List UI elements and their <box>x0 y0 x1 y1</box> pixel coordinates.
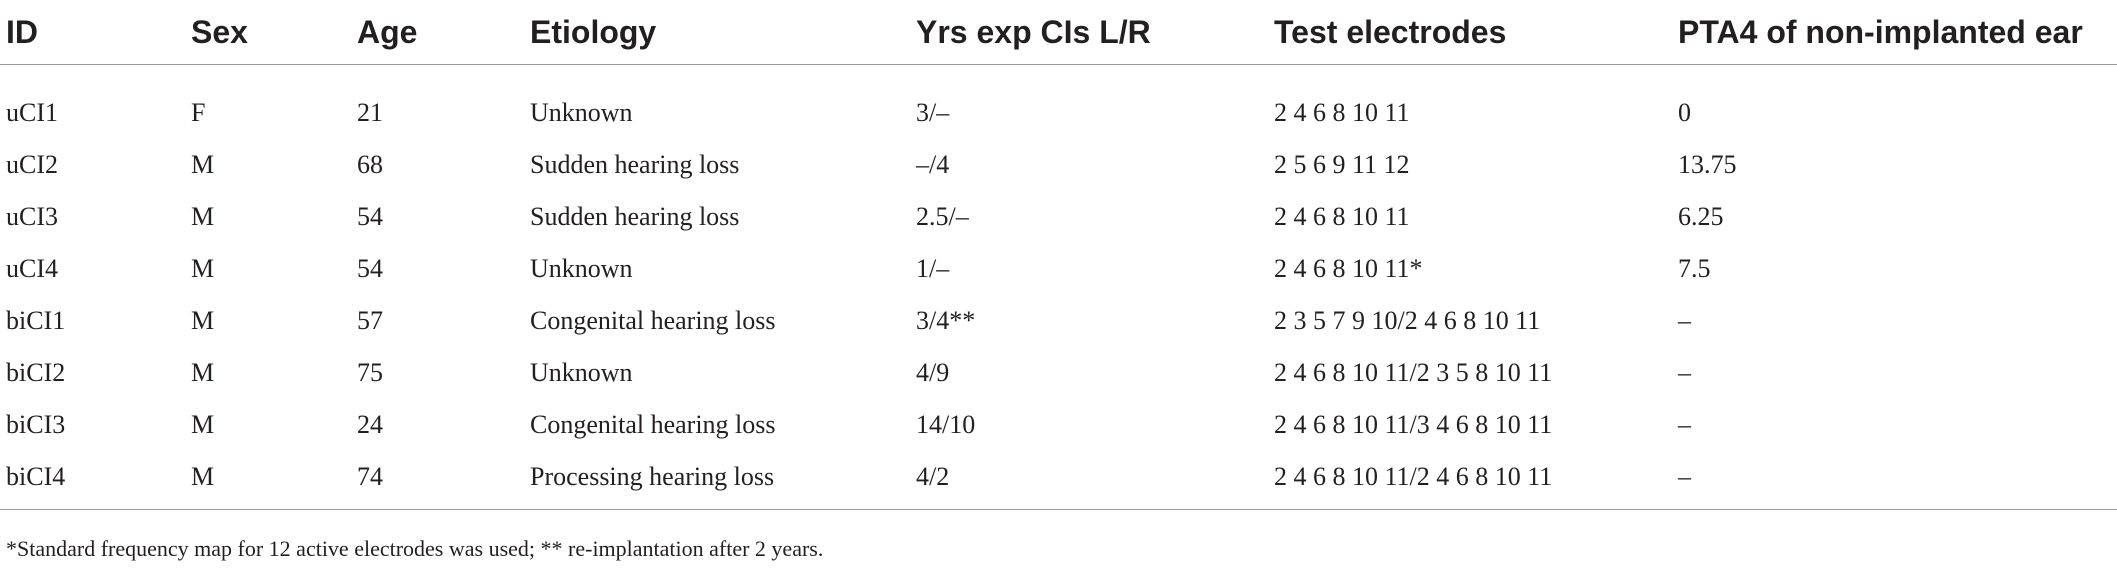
cell-id: uCI2 <box>6 150 58 179</box>
cell-age: 74 <box>357 451 530 510</box>
header-pta4: PTA4 of non-implanted ear <box>1678 0 2117 65</box>
cell-etiology: Unknown <box>530 98 633 127</box>
table-row: biCI2 M 75 Unknown 4/9 2 4 6 8 10 11/2 3… <box>0 347 2117 399</box>
cell-age: 68 <box>357 150 383 179</box>
table-row: biCI4 M 74 Processing hearing loss 4/2 2… <box>0 451 2117 510</box>
cell-years-experience: 2.5/– <box>916 202 969 231</box>
cell-test-electrodes: 2 5 6 9 11 12 <box>1274 150 1410 179</box>
cell-test-electrodes: 2 4 6 8 10 11* <box>1274 254 1423 283</box>
cell-pta4: – <box>1678 358 1691 387</box>
cell-years-experience: –/4 <box>916 150 950 179</box>
cell-sex: M <box>191 254 215 283</box>
cell-age: 54 <box>357 254 383 283</box>
cell-age: 54 <box>357 202 383 231</box>
cell-sex: M <box>191 306 215 335</box>
cell-id: uCI3 <box>6 202 58 231</box>
cell-pta4: – <box>1678 410 1691 439</box>
cell-etiology: Processing hearing loss <box>530 451 916 510</box>
cell-etiology: Unknown <box>530 358 633 387</box>
cell-sex: M <box>191 451 357 510</box>
cell-etiology: Sudden hearing loss <box>530 150 740 179</box>
cell-age: 75 <box>357 358 383 387</box>
table-row: uCI1 F 21 Unknown 3/– 2 4 6 8 10 11 0 <box>0 65 2117 140</box>
cell-test-electrodes: 2 3 5 7 9 10/2 4 6 8 10 11 <box>1274 306 1541 335</box>
table-row: uCI2 M 68 Sudden hearing loss –/4 2 5 6 … <box>0 139 2117 191</box>
cell-years-experience: 3/4** <box>916 306 976 335</box>
cell-age: 21 <box>357 98 383 127</box>
cell-etiology: Sudden hearing loss <box>530 202 740 231</box>
cell-test-electrodes: 2 4 6 8 10 11/2 4 6 8 10 11 <box>1274 451 1678 510</box>
cell-years-experience: 1/– <box>916 254 950 283</box>
header-age: Age <box>357 0 530 65</box>
cell-id: uCI4 <box>6 254 58 283</box>
cell-pta4: 0 <box>1678 98 1691 127</box>
header-sex: Sex <box>191 0 357 65</box>
cell-id: biCI2 <box>6 358 66 387</box>
header-id: ID <box>0 0 191 65</box>
participant-table-container: ID Sex Age Etiology Yrs exp CIs L/R Test… <box>0 0 2117 510</box>
cell-pta4: 13.75 <box>1678 150 1737 179</box>
table-row: biCI3 M 24 Congenital hearing loss 14/10… <box>0 399 2117 451</box>
participant-table: ID Sex Age Etiology Yrs exp CIs L/R Test… <box>0 0 2117 510</box>
cell-id: biCI3 <box>6 410 66 439</box>
table-header: ID Sex Age Etiology Yrs exp CIs L/R Test… <box>0 0 2117 65</box>
header-years-experience: Yrs exp CIs L/R <box>916 0 1274 65</box>
header-row: ID Sex Age Etiology Yrs exp CIs L/R Test… <box>0 0 2117 65</box>
table-row: uCI4 M 54 Unknown 1/– 2 4 6 8 10 11* 7.5 <box>0 243 2117 295</box>
cell-id: biCI4 <box>0 451 191 510</box>
cell-sex: M <box>191 202 215 231</box>
header-etiology: Etiology <box>530 0 916 65</box>
cell-etiology: Congenital hearing loss <box>530 410 776 439</box>
cell-etiology: Congenital hearing loss <box>530 306 776 335</box>
header-test-electrodes: Test electrodes <box>1274 0 1678 65</box>
cell-id: biCI1 <box>6 306 66 335</box>
cell-age: 24 <box>357 410 383 439</box>
cell-pta4: 7.5 <box>1678 254 1711 283</box>
cell-pta4: 6.25 <box>1678 202 1724 231</box>
cell-years-experience: 14/10 <box>916 410 976 439</box>
cell-etiology: Unknown <box>530 254 633 283</box>
cell-years-experience: 4/2 <box>916 451 1274 510</box>
table-row: biCI1 M 57 Congenital hearing loss 3/4**… <box>0 295 2117 347</box>
cell-test-electrodes: 2 4 6 8 10 11/2 3 5 8 10 11 <box>1274 358 1553 387</box>
cell-id: uCI1 <box>6 98 58 127</box>
cell-years-experience: 4/9 <box>916 358 950 387</box>
cell-sex: F <box>191 98 206 127</box>
table-row: uCI3 M 54 Sudden hearing loss 2.5/– 2 4 … <box>0 191 2117 243</box>
table-footnote: *Standard frequency map for 12 active el… <box>6 536 824 561</box>
cell-years-experience: 3/– <box>916 98 950 127</box>
table-body: uCI1 F 21 Unknown 3/– 2 4 6 8 10 11 0 uC… <box>0 65 2117 510</box>
cell-pta4: – <box>1678 306 1691 335</box>
cell-sex: M <box>191 410 215 439</box>
cell-pta4: – <box>1678 451 2117 510</box>
cell-age: 57 <box>357 306 383 335</box>
cell-test-electrodes: 2 4 6 8 10 11/3 4 6 8 10 11 <box>1274 410 1553 439</box>
cell-sex: M <box>191 358 215 387</box>
cell-test-electrodes: 2 4 6 8 10 11 <box>1274 98 1410 127</box>
cell-sex: M <box>191 150 215 179</box>
cell-test-electrodes: 2 4 6 8 10 11 <box>1274 202 1410 231</box>
